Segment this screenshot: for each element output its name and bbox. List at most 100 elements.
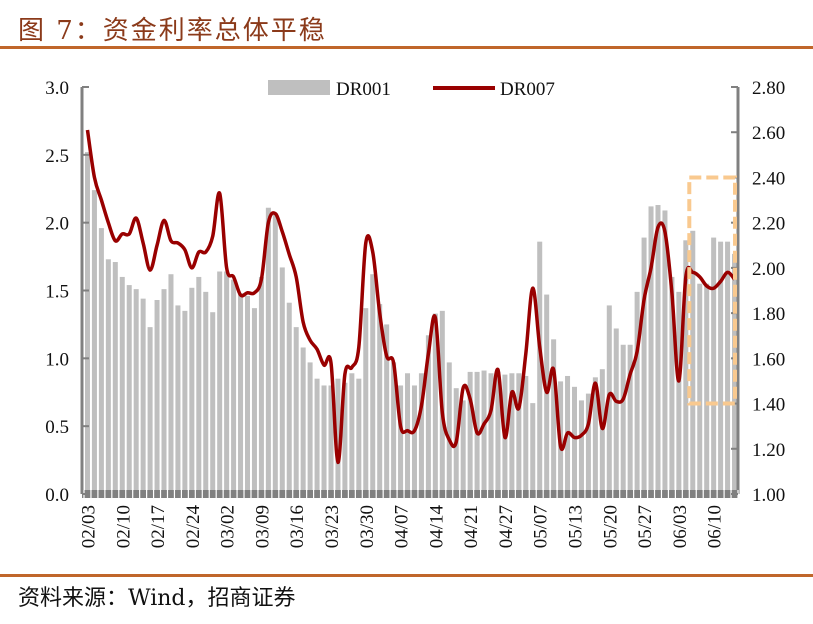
bar-dr001 bbox=[300, 347, 306, 494]
bar-dr001 bbox=[683, 240, 689, 494]
legend-label-dr007: DR007 bbox=[500, 79, 555, 100]
bar-dr001 bbox=[613, 328, 619, 494]
bar-dr001 bbox=[182, 310, 188, 494]
x-tick-label: 02/24 bbox=[183, 505, 204, 549]
source-note: 资料来源：Wind，招商证券 bbox=[18, 586, 296, 611]
bar-dr001 bbox=[293, 327, 299, 494]
bar-dr001 bbox=[126, 285, 132, 494]
bar-dr001 bbox=[495, 371, 501, 494]
right-tick-label: 2.00 bbox=[752, 259, 785, 280]
x-tick-label: 04/14 bbox=[426, 505, 447, 549]
x-tick-label: 03/30 bbox=[357, 505, 378, 548]
bar-dr001 bbox=[314, 378, 320, 494]
x-tick-label: 02/03 bbox=[78, 505, 99, 548]
right-tick-label: 2.60 bbox=[752, 123, 785, 144]
bar-dr001 bbox=[321, 385, 327, 494]
bar-dr001 bbox=[196, 276, 202, 494]
bar-dr001 bbox=[224, 271, 230, 494]
left-tick-label: 3.0 bbox=[45, 78, 69, 99]
bar-dr001 bbox=[551, 339, 557, 494]
bar-dr001 bbox=[418, 373, 424, 494]
bar-dr001 bbox=[119, 276, 125, 494]
bar-dr001 bbox=[592, 377, 598, 494]
bar-dr001 bbox=[711, 237, 717, 494]
bar-dr001 bbox=[467, 371, 473, 494]
bar-dr001 bbox=[328, 385, 334, 494]
bar-dr001 bbox=[544, 294, 550, 494]
legend: DR001 DR007 bbox=[268, 79, 555, 100]
x-tick-label: 04/21 bbox=[461, 505, 482, 548]
left-tick-label: 2.5 bbox=[45, 146, 69, 167]
left-tick-label: 1.5 bbox=[45, 282, 69, 303]
bar-dr001 bbox=[168, 274, 174, 494]
bar-dr001 bbox=[251, 308, 257, 494]
bar-dr001 bbox=[356, 378, 362, 494]
bar-dr001 bbox=[704, 283, 710, 494]
bar-dr001 bbox=[349, 373, 355, 494]
bar-dr001 bbox=[516, 373, 522, 494]
bar-dr001 bbox=[599, 369, 605, 494]
right-tick-label: 1.40 bbox=[752, 395, 785, 416]
bar-dr001 bbox=[140, 298, 146, 494]
legend-swatch-dr001 bbox=[268, 80, 330, 95]
bar-dr001 bbox=[133, 289, 139, 494]
x-tick-label: 06/10 bbox=[705, 505, 726, 548]
bar-dr001 bbox=[446, 362, 452, 494]
bar-dr001 bbox=[265, 207, 271, 494]
bar-dr001 bbox=[411, 385, 417, 494]
bar-dr001 bbox=[84, 152, 90, 494]
bar-dr001 bbox=[432, 313, 438, 494]
x-tick-label: 05/07 bbox=[531, 505, 552, 548]
bar-dr001 bbox=[231, 279, 237, 494]
bar-dr001 bbox=[307, 362, 313, 494]
right-tick-label: 1.80 bbox=[752, 304, 785, 325]
bar-dr001 bbox=[530, 403, 536, 494]
bar-dr001 bbox=[210, 312, 216, 494]
left-tick-label: 2.0 bbox=[45, 214, 69, 235]
bar-dr001 bbox=[509, 373, 515, 494]
highlight-box bbox=[687, 175, 737, 406]
x-tick-label: 04/07 bbox=[392, 505, 413, 548]
bar-dr001 bbox=[377, 304, 383, 494]
bar-dr001 bbox=[342, 382, 348, 494]
right-tick-label: 2.80 bbox=[752, 78, 785, 99]
x-tick-label: 03/09 bbox=[252, 505, 273, 548]
bar-dr001 bbox=[154, 299, 160, 494]
right-tick-label: 1.00 bbox=[752, 485, 785, 506]
right-tick-label: 1.60 bbox=[752, 349, 785, 370]
x-tick-label: 05/27 bbox=[635, 505, 656, 548]
bar-dr001 bbox=[147, 327, 153, 494]
bar-dr001 bbox=[175, 305, 181, 494]
bar-dr001 bbox=[279, 267, 285, 494]
x-tick-label: 06/03 bbox=[670, 505, 691, 548]
bar-dr001 bbox=[585, 393, 591, 494]
source-rule bbox=[0, 574, 813, 577]
bar-dr001 bbox=[112, 262, 118, 494]
axes: 0.0 0.5 1.0 1.5 2.0 2.5 3.0 1.00 1.20 1.40 1.60 1.8… bbox=[45, 78, 785, 548]
bar-dr001 bbox=[627, 344, 633, 494]
bar-dr001 bbox=[238, 293, 244, 494]
bar-dr001 bbox=[523, 375, 529, 494]
bar-dr001 bbox=[669, 276, 675, 494]
bar-dr001 bbox=[370, 274, 376, 494]
x-tick-label: 02/10 bbox=[113, 505, 134, 548]
left-tick-label: 1.0 bbox=[45, 349, 69, 370]
x-tick-label: 05/20 bbox=[600, 505, 621, 548]
bar-dr001 bbox=[460, 400, 466, 494]
bar-dr001 bbox=[203, 291, 209, 494]
x-tick-label: 05/13 bbox=[566, 505, 587, 548]
title-rule bbox=[0, 46, 813, 49]
x-tick-label: 04/27 bbox=[496, 505, 517, 548]
x-tick-label: 03/16 bbox=[287, 505, 308, 548]
bar-dr001 bbox=[398, 385, 404, 494]
bar-dr001 bbox=[363, 308, 369, 494]
bar-dr001 bbox=[405, 373, 411, 494]
bar-dr001 bbox=[676, 291, 682, 494]
right-tick-label: 2.40 bbox=[752, 168, 785, 189]
bar-dr001 bbox=[425, 335, 431, 494]
bar-dr001 bbox=[634, 291, 640, 494]
x-tick-label: 02/17 bbox=[148, 505, 169, 548]
x-tick-label: 03/02 bbox=[218, 505, 239, 548]
bar-dr001 bbox=[91, 190, 97, 494]
